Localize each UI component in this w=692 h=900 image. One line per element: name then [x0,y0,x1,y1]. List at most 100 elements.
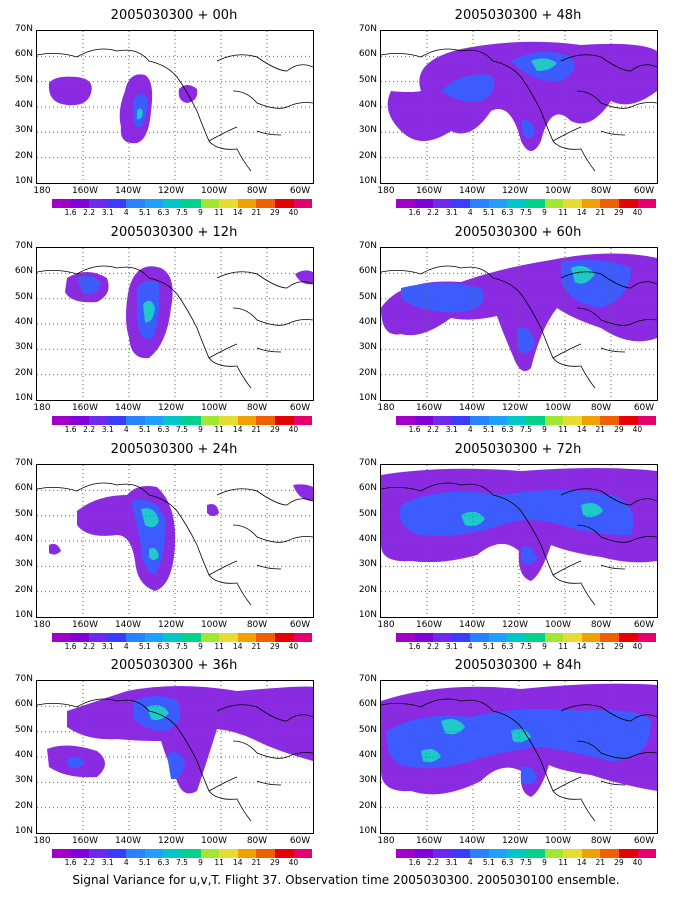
colorbar [52,633,313,642]
colorbar-swatch [563,849,582,858]
colorbar-swatch [293,416,313,425]
colorbar-swatch [182,199,201,208]
map-svg [37,31,313,183]
colorbar-label: 3.1 [445,858,458,867]
colorbar-swatch [256,199,275,208]
variance-contour [149,548,159,560]
colorbar-swatch [396,633,415,642]
colorbar-label: 21 [595,858,606,867]
lat-tick-label: 50N [14,724,33,735]
lon-tick-label: 120W [501,836,529,846]
map-panel [36,30,314,184]
colorbar-swatch [396,416,415,425]
variance-contour [137,108,143,120]
colorbar-label: 14 [232,208,243,217]
lat-tick-label: 30N [358,125,377,136]
colorbar-label: 7.5 [520,425,532,434]
lat-tick-label: 60N [358,49,377,60]
colorbar-swatch [563,416,582,425]
variance-contour [521,546,537,565]
colorbar-swatch [637,416,657,425]
lat-tick-label: 60N [14,49,33,60]
lat-tick-label: 30N [358,559,377,570]
colorbar-swatch [414,633,434,642]
lon-tick-label: 60W [289,403,311,413]
colorbar-swatch [293,199,313,208]
colorbar-swatch [637,199,657,208]
colorbar-label: 6.3 [501,858,514,867]
colorbar-swatch [618,633,638,642]
colorbar-swatch [219,633,238,642]
lon-tick-label: 140W [458,620,486,630]
lon-tick-label: 180 [377,620,395,630]
colorbar-swatch [293,633,313,642]
map-panel [380,464,658,618]
colorbar-label: 14 [576,642,587,651]
colorbar-swatch [544,199,564,208]
colorbar-label: 4 [123,858,129,867]
colorbar-swatch [544,416,564,425]
lon-tick-label: 100W [200,403,228,413]
lat-tick-label: 40N [14,100,33,110]
lat-tick-label: 20N [358,584,377,595]
colorbar-swatch [507,199,527,208]
lon-tick-label: 120W [501,620,529,630]
colorbar-swatch [200,416,220,425]
colorbar-label: 11 [214,858,224,867]
colorbar-label: 6.3 [157,208,170,217]
lat-tick-label: 60N [358,699,377,710]
lon-tick-label: 60W [633,186,655,196]
colorbar-label: 1.6 [64,858,77,867]
variance-contour [511,729,531,743]
colorbar-label: 9 [198,642,203,651]
lon-tick-label: 180 [377,186,395,196]
colorbar-label: 14 [576,858,587,867]
map-panel [380,30,658,184]
variance-contour [49,543,61,555]
colorbar-swatch [488,849,508,858]
colorbar-label: 40 [288,425,299,434]
colorbar-label: 7.5 [176,642,188,651]
lon-tick-label: 80W [590,620,612,630]
lat-tick-label: 70N [14,458,33,468]
map-panel [36,464,314,618]
colorbar-swatch [126,633,145,642]
colorbar-swatch [433,199,452,208]
lat-tick-label: 20N [14,367,33,378]
colorbar-swatch [200,199,220,208]
colorbar-swatch [52,199,71,208]
map-svg [37,248,313,400]
colorbar-label: 7.5 [176,858,188,867]
colorbar-label: 29 [270,642,280,651]
colorbar-label: 11 [558,208,568,217]
colorbar-label: 11 [214,642,224,651]
lon-tick-label: 180 [33,836,51,846]
lon-tick-label: 80W [246,186,268,196]
colorbar-swatch [274,849,294,858]
lon-tick-label: 60W [289,836,311,846]
colorbar-label: 3.1 [101,642,114,651]
lat-tick-label: 70N [358,674,377,684]
colorbar-swatch [89,416,108,425]
variance-contour [421,749,441,763]
colorbar-swatch [293,849,313,858]
coastline [37,482,313,606]
variance-contour [387,41,657,151]
colorbar-label: 3.1 [445,208,458,217]
colorbar-label: 5.1 [138,642,151,651]
lat-tick-label: 50N [358,74,377,85]
lon-tick-label: 100W [200,836,228,846]
colorbar-swatch [563,633,582,642]
lon-tick-label: 140W [114,620,142,630]
colorbar-label: 3.1 [445,425,458,434]
variance-contour [141,508,159,528]
lat-tick-label: 50N [14,508,33,519]
lon-tick-label: 160W [71,403,99,413]
colorbar-label: 4 [123,425,129,434]
colorbar-label: 2.2 [83,642,96,651]
lon-tick-label: 160W [415,836,443,846]
colorbar-swatch [274,416,294,425]
lon-tick-label: 160W [415,186,443,196]
lon-tick-label: 100W [544,403,572,413]
lon-tick-label: 60W [633,836,655,846]
